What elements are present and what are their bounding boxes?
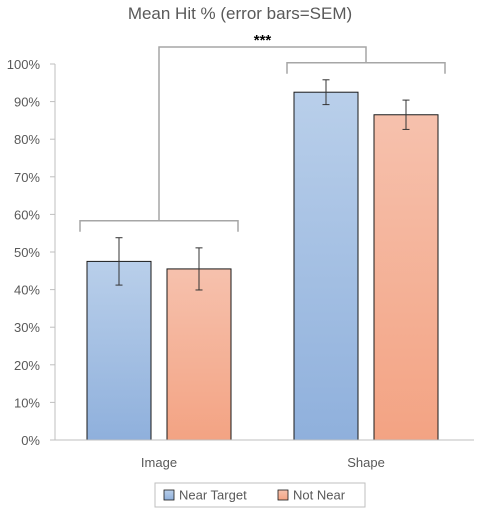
bar-not-near-shape <box>373 114 439 441</box>
y-tick-label: 20% <box>14 358 40 373</box>
x-axis: Image Shape <box>55 439 474 470</box>
group-bracket-shape <box>286 62 446 74</box>
bar-near-target-image <box>86 260 152 441</box>
error-bars-group <box>115 79 410 291</box>
legend-box <box>154 482 366 508</box>
y-tick-label: 90% <box>14 95 40 110</box>
x-tick-label: Image <box>141 455 177 470</box>
legend-swatch <box>277 489 289 501</box>
y-tick-label: 80% <box>14 132 40 147</box>
legend-label: Near Target <box>179 488 247 503</box>
legend-label: Not Near <box>293 488 346 503</box>
y-tick-label: 40% <box>14 283 40 298</box>
group-bracket-image <box>79 219 239 232</box>
y-tick-label: 0% <box>21 433 40 448</box>
legend: Near Target Not Near <box>154 482 366 508</box>
y-tick-label: 30% <box>14 320 40 335</box>
legend-swatch <box>163 489 175 501</box>
significance-label: *** <box>254 32 272 49</box>
x-tick-label: Shape <box>347 455 385 470</box>
y-tick-label: 50% <box>14 245 40 260</box>
chart-title: Mean Hit % (error bars=SEM) <box>128 4 352 23</box>
y-tick-label: 10% <box>14 395 40 410</box>
y-tick-label: 60% <box>14 207 40 222</box>
bars-group <box>86 91 439 441</box>
y-axis: 0% 10% 20% 30% 40% 50% 60% 70% 80% 90% 100% <box>7 57 56 448</box>
significance-brackets: *** <box>79 32 446 232</box>
bar-not-near-image <box>166 268 232 441</box>
y-tick-label: 100% <box>7 57 41 72</box>
comparison-bracket <box>158 46 367 221</box>
bar-near-target-shape <box>293 91 359 441</box>
y-tick-label: 70% <box>14 170 40 185</box>
